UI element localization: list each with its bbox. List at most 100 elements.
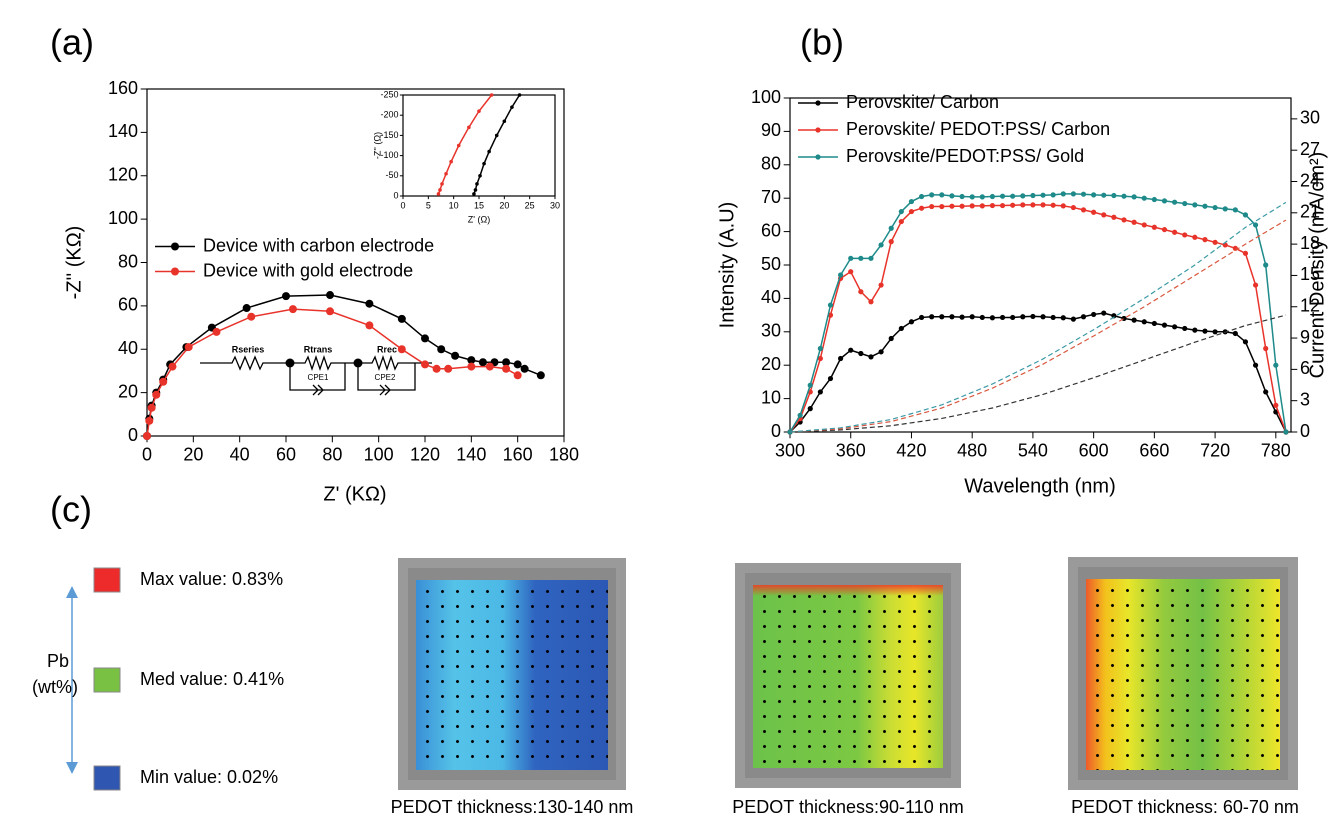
data-point [1212, 329, 1218, 335]
y2-tick-label: 30 [1300, 108, 1320, 128]
series-line [789, 314, 1287, 433]
series-line [146, 308, 519, 437]
data-point [1020, 314, 1026, 320]
series-line [789, 204, 1287, 433]
series-line [789, 219, 1287, 433]
data-point [184, 343, 193, 352]
legend-swatch [93, 765, 121, 791]
data-point [858, 289, 864, 295]
data-point [1172, 199, 1178, 205]
measurement-points [753, 585, 943, 768]
y-tick-label: 60 [761, 220, 781, 240]
data-point [1252, 222, 1259, 228]
data-point [1091, 311, 1097, 318]
legend-label: Perovskite/ PEDOT:PSS/ Carbon [846, 119, 1110, 139]
data-point [1212, 204, 1218, 211]
data-point [878, 349, 884, 355]
y-tick-label: 70 [761, 187, 781, 207]
data-point [1151, 224, 1157, 230]
x-tick-label: 20 [183, 445, 203, 465]
data-point [1070, 204, 1076, 211]
data-point [868, 299, 874, 305]
data-point [437, 345, 446, 354]
data-point [939, 203, 945, 210]
x-tick-label: 420 [896, 441, 926, 461]
y-tick-label: 40 [761, 287, 781, 307]
data-point [1182, 200, 1188, 207]
x-tick-label: 780 [1261, 441, 1291, 461]
data-point [918, 314, 925, 321]
data-point [489, 93, 494, 97]
data-point [1111, 192, 1117, 199]
data-point [827, 375, 834, 382]
data-point [979, 203, 985, 209]
data-point [1121, 315, 1127, 322]
data-point [1263, 262, 1269, 268]
data-point [1263, 345, 1269, 352]
data-point [1131, 194, 1137, 200]
data-point [1283, 429, 1289, 435]
y2-tick-label: 21 [1300, 202, 1320, 222]
data-point [1232, 207, 1238, 213]
data-point [1172, 324, 1178, 330]
data-point [1202, 237, 1208, 243]
data-point [1131, 317, 1137, 323]
data-point [1020, 202, 1026, 208]
data-point [949, 203, 955, 209]
legend-label: Min value: 0.02% [140, 767, 278, 787]
data-point [817, 345, 823, 352]
y-tick-label: 120 [108, 165, 138, 185]
x-tick-label: 30 [550, 200, 560, 210]
x-axis-title: Z' (Ω) [468, 214, 490, 224]
y-tick-label: 0 [128, 425, 138, 445]
unit-label: (wt%) [32, 677, 78, 697]
x-tick-label: 140 [456, 445, 486, 465]
heatmap [735, 563, 961, 788]
y2-tick-label: 9 [1300, 327, 1310, 347]
data-point [494, 133, 499, 138]
data-point [848, 255, 854, 261]
data-point [1161, 226, 1168, 233]
map-caption: PEDOT thickness:90-110 nm [732, 797, 963, 817]
y2-tick-label: 18 [1300, 233, 1320, 253]
data-point [247, 312, 256, 321]
x-tick-label: 360 [836, 441, 866, 461]
panel-label: (a) [50, 22, 94, 63]
data-point [1242, 339, 1249, 345]
measurement-points [416, 580, 608, 770]
data-point [1111, 214, 1117, 220]
x-tick-label: 660 [1139, 441, 1169, 461]
data-point [918, 193, 925, 200]
x-tick-label: 160 [503, 445, 533, 465]
data-point [467, 356, 476, 365]
data-point [444, 171, 448, 176]
data-point [1010, 202, 1016, 208]
data-point [898, 325, 904, 332]
data-point [1151, 320, 1157, 327]
data-point [1161, 198, 1168, 204]
data-point [432, 364, 441, 373]
data-point [485, 362, 494, 371]
y-tick-label: 0 [771, 421, 781, 441]
y-tick-label: 20 [761, 354, 781, 374]
data-point [1070, 191, 1076, 197]
y2-tick-label: 24 [1300, 170, 1320, 190]
y-tick-label: 100 [108, 208, 138, 228]
legend-marker [171, 267, 179, 276]
data-point [939, 192, 945, 198]
y2-tick-label: 0 [1300, 421, 1310, 441]
data-point [1192, 234, 1198, 240]
data-point [1070, 316, 1076, 322]
data-point [482, 161, 486, 166]
data-point [868, 354, 874, 360]
legend-label: Device with carbon electrode [203, 235, 434, 255]
data-point [908, 208, 915, 215]
data-point [838, 355, 844, 362]
circuit-node [353, 358, 363, 368]
data-point [1060, 203, 1066, 209]
x-tick-label: 720 [1200, 441, 1230, 461]
data-point [1131, 219, 1137, 225]
circuit [200, 354, 432, 396]
data-point [487, 149, 491, 154]
data-point [1141, 195, 1147, 201]
